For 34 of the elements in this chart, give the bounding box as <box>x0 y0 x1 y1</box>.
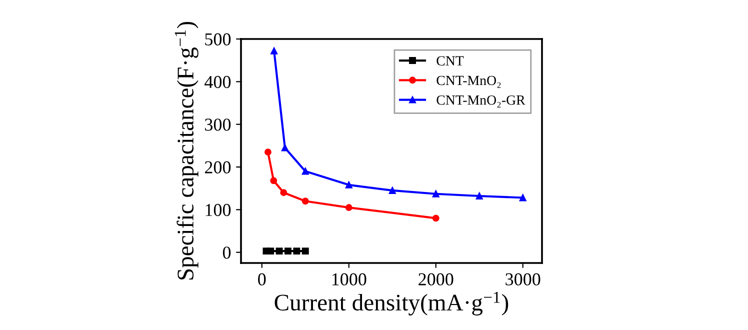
point <box>293 248 300 255</box>
legend-label: CNT-MnO₂-GR <box>436 95 526 108</box>
point <box>276 248 283 255</box>
x-tick-label: 1000 <box>332 273 366 286</box>
legend-label: CNT <box>436 56 464 66</box>
y-tick-label: 0 <box>222 246 231 259</box>
point <box>302 248 309 255</box>
point <box>302 168 309 175</box>
point <box>281 144 288 152</box>
y-tick-label: 300 <box>205 118 231 131</box>
point <box>270 47 278 54</box>
x-tick-label: 0 <box>258 273 266 286</box>
y-tick-label: 200 <box>204 161 231 174</box>
point <box>270 177 278 184</box>
y-tick-label: 400 <box>204 76 231 88</box>
y-axis-title: Specific capacitance(F·g$^{−1}$) <box>174 22 198 280</box>
x-tick-label: 2000 <box>418 273 454 286</box>
point <box>280 189 288 196</box>
point <box>264 148 272 156</box>
point <box>267 248 274 255</box>
point <box>345 204 352 212</box>
point <box>345 181 352 188</box>
legend-label: CNT-MnO₂ <box>436 76 501 88</box>
x-tick-label: 3000 <box>506 273 540 286</box>
point <box>388 186 396 194</box>
y-tick-label: 500 <box>205 33 231 46</box>
point <box>432 214 440 222</box>
x-axis-title: Current density(mA·g$^{−1}$) <box>274 292 508 316</box>
point <box>476 192 483 200</box>
point <box>432 190 440 198</box>
point <box>302 198 309 205</box>
point <box>519 194 526 202</box>
y-tick-label: 100 <box>206 204 231 216</box>
point <box>284 248 292 255</box>
